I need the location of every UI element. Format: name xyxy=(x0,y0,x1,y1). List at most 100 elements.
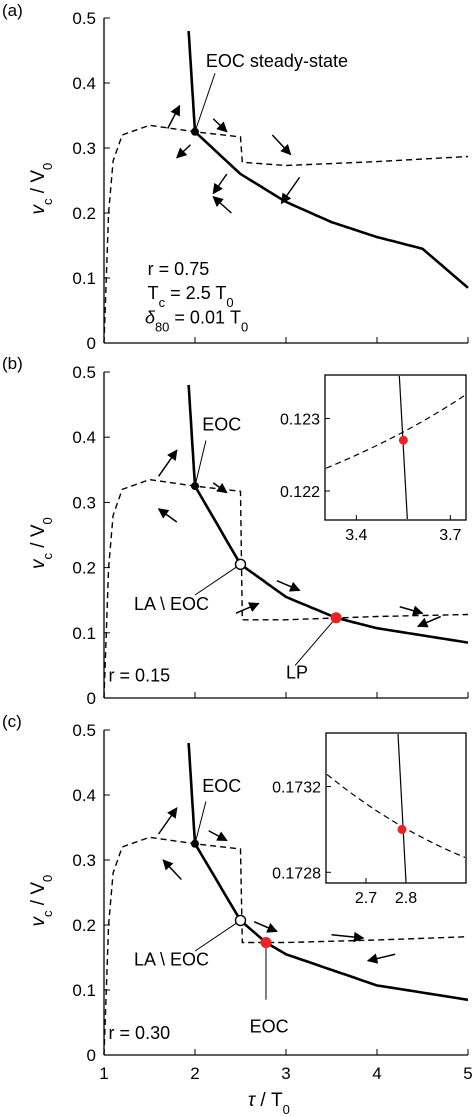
inset-solid-line xyxy=(397,733,407,883)
y-axis-label-part: c xyxy=(40,553,55,560)
y-tick-label: 0.3 xyxy=(72,851,96,870)
steady-state-point xyxy=(191,839,199,848)
inset-frame xyxy=(325,732,467,884)
inset-red-point xyxy=(398,435,408,445)
y-axis-label-part: / V xyxy=(28,524,49,553)
annotation: EOC xyxy=(202,415,241,435)
x-axis-label: τ / T0 xyxy=(248,1090,290,1117)
x-axis-label-part: 0 xyxy=(283,1102,290,1117)
flow-arrow xyxy=(280,176,301,205)
flow-arrow xyxy=(399,605,424,616)
y-axis-label-part: v xyxy=(28,204,49,215)
annotation-part: c xyxy=(159,294,166,309)
leader-line xyxy=(294,617,337,666)
y-tick-label: 0.2 xyxy=(72,916,96,935)
open-point xyxy=(234,558,247,571)
inset-red-point xyxy=(397,824,407,834)
y-axis-label-part: v xyxy=(28,558,49,569)
x-tick-label: 1 xyxy=(99,1064,108,1083)
red-point xyxy=(260,937,272,949)
panel-label: (b) xyxy=(2,354,23,373)
y-tick-label: 0 xyxy=(87,334,96,353)
red-point xyxy=(330,612,342,624)
flow-arrow xyxy=(212,118,228,133)
annotation: EOC xyxy=(202,776,241,796)
y-tick-label: 0 xyxy=(87,689,96,708)
inset-x-tick-label: 2.8 xyxy=(395,890,417,907)
flow-arrow xyxy=(331,931,365,943)
x-tick-label: 4 xyxy=(372,1064,381,1083)
y-axis-label-part: / V xyxy=(28,882,49,911)
panel-label: (c) xyxy=(2,712,22,731)
flow-arrow xyxy=(276,579,301,592)
annotation: r = 0.30 xyxy=(109,1023,171,1043)
open-point xyxy=(234,914,247,927)
inset: 2.7 2.8 0.1728 0.1732 xyxy=(272,732,467,907)
y-tick-label: 0.4 xyxy=(72,786,96,805)
inset-dashed-curve xyxy=(325,394,466,469)
annotation-part: T xyxy=(148,283,159,303)
leader-line xyxy=(194,801,207,844)
inset-y-tick-label: 0.1728 xyxy=(272,865,321,882)
y-axis-label: vc / V0 xyxy=(28,517,55,569)
annotation: LP xyxy=(286,662,308,682)
series-solid-line xyxy=(187,30,469,289)
x-tick-label: 3 xyxy=(281,1064,290,1083)
inset-dashed-curve xyxy=(326,773,466,858)
flow-arrow xyxy=(176,144,191,159)
flow-arrow xyxy=(157,807,178,835)
flow-arrow xyxy=(271,134,292,156)
leader-line xyxy=(194,440,207,487)
leader-line xyxy=(194,920,241,952)
x-axis-label-part: τ xyxy=(248,1090,257,1111)
annotation: LA \ EOC xyxy=(134,949,209,969)
leader-line xyxy=(194,563,241,596)
y-axis-label: vc / V0 xyxy=(28,875,55,927)
annotation: EOC xyxy=(250,1016,289,1036)
flow-arrow xyxy=(157,508,178,523)
flow-arrow xyxy=(157,449,178,477)
annotation-part: 80 xyxy=(155,319,169,334)
y-tick-label: 0.4 xyxy=(72,74,96,93)
y-tick-label: 0.5 xyxy=(72,9,96,28)
inset-y-tick-label: 0.123 xyxy=(280,412,320,429)
x-tick-label: 5 xyxy=(463,1064,472,1083)
leader-line xyxy=(194,73,216,132)
y-axis-label-part: 0 xyxy=(40,517,55,524)
inset-solid-line xyxy=(398,375,408,520)
y-axis-label-part: v xyxy=(28,916,49,927)
y-tick-label: 0.5 xyxy=(72,721,96,740)
y-axis-label: vc / V0 xyxy=(28,163,55,215)
y-tick-label: 0.5 xyxy=(72,363,96,382)
steady-state-point xyxy=(191,482,199,491)
y-tick-label: 0.1 xyxy=(72,981,96,1000)
y-axis-label-part: c xyxy=(40,910,55,917)
flow-arrow xyxy=(162,859,182,881)
y-tick-label: 0.3 xyxy=(72,139,96,158)
annotation: LA \ EOC xyxy=(134,594,209,614)
inset: 3.4 3.7 0.122 0.123 xyxy=(280,374,467,544)
y-tick-label: 0.1 xyxy=(72,269,96,288)
flow-arrow xyxy=(167,104,181,129)
y-axis-label-part: 0 xyxy=(40,875,55,882)
annotation-part: = 0.01 T xyxy=(169,308,241,328)
annotation-part: 0 xyxy=(226,294,233,309)
annotation: Tc = 2.5 T0 xyxy=(148,283,234,310)
x-axis-label-part: / T xyxy=(255,1090,283,1111)
y-tick-label: 0.4 xyxy=(72,428,96,447)
inset-y-tick-label: 0.1732 xyxy=(272,780,321,797)
y-tick-label: 0.3 xyxy=(72,493,96,512)
flow-arrow xyxy=(212,196,232,214)
inset-y-tick-label: 0.122 xyxy=(280,484,320,501)
panel-label: (a) xyxy=(2,1,23,20)
y-tick-label: 0 xyxy=(87,1046,96,1065)
y-tick-label: 0.1 xyxy=(72,624,96,643)
annotation: δ80 = 0.01 T0 xyxy=(145,308,248,335)
annotation-part: 0 xyxy=(241,319,248,334)
y-tick-label: 0.2 xyxy=(72,559,96,578)
flow-arrow xyxy=(208,830,228,842)
